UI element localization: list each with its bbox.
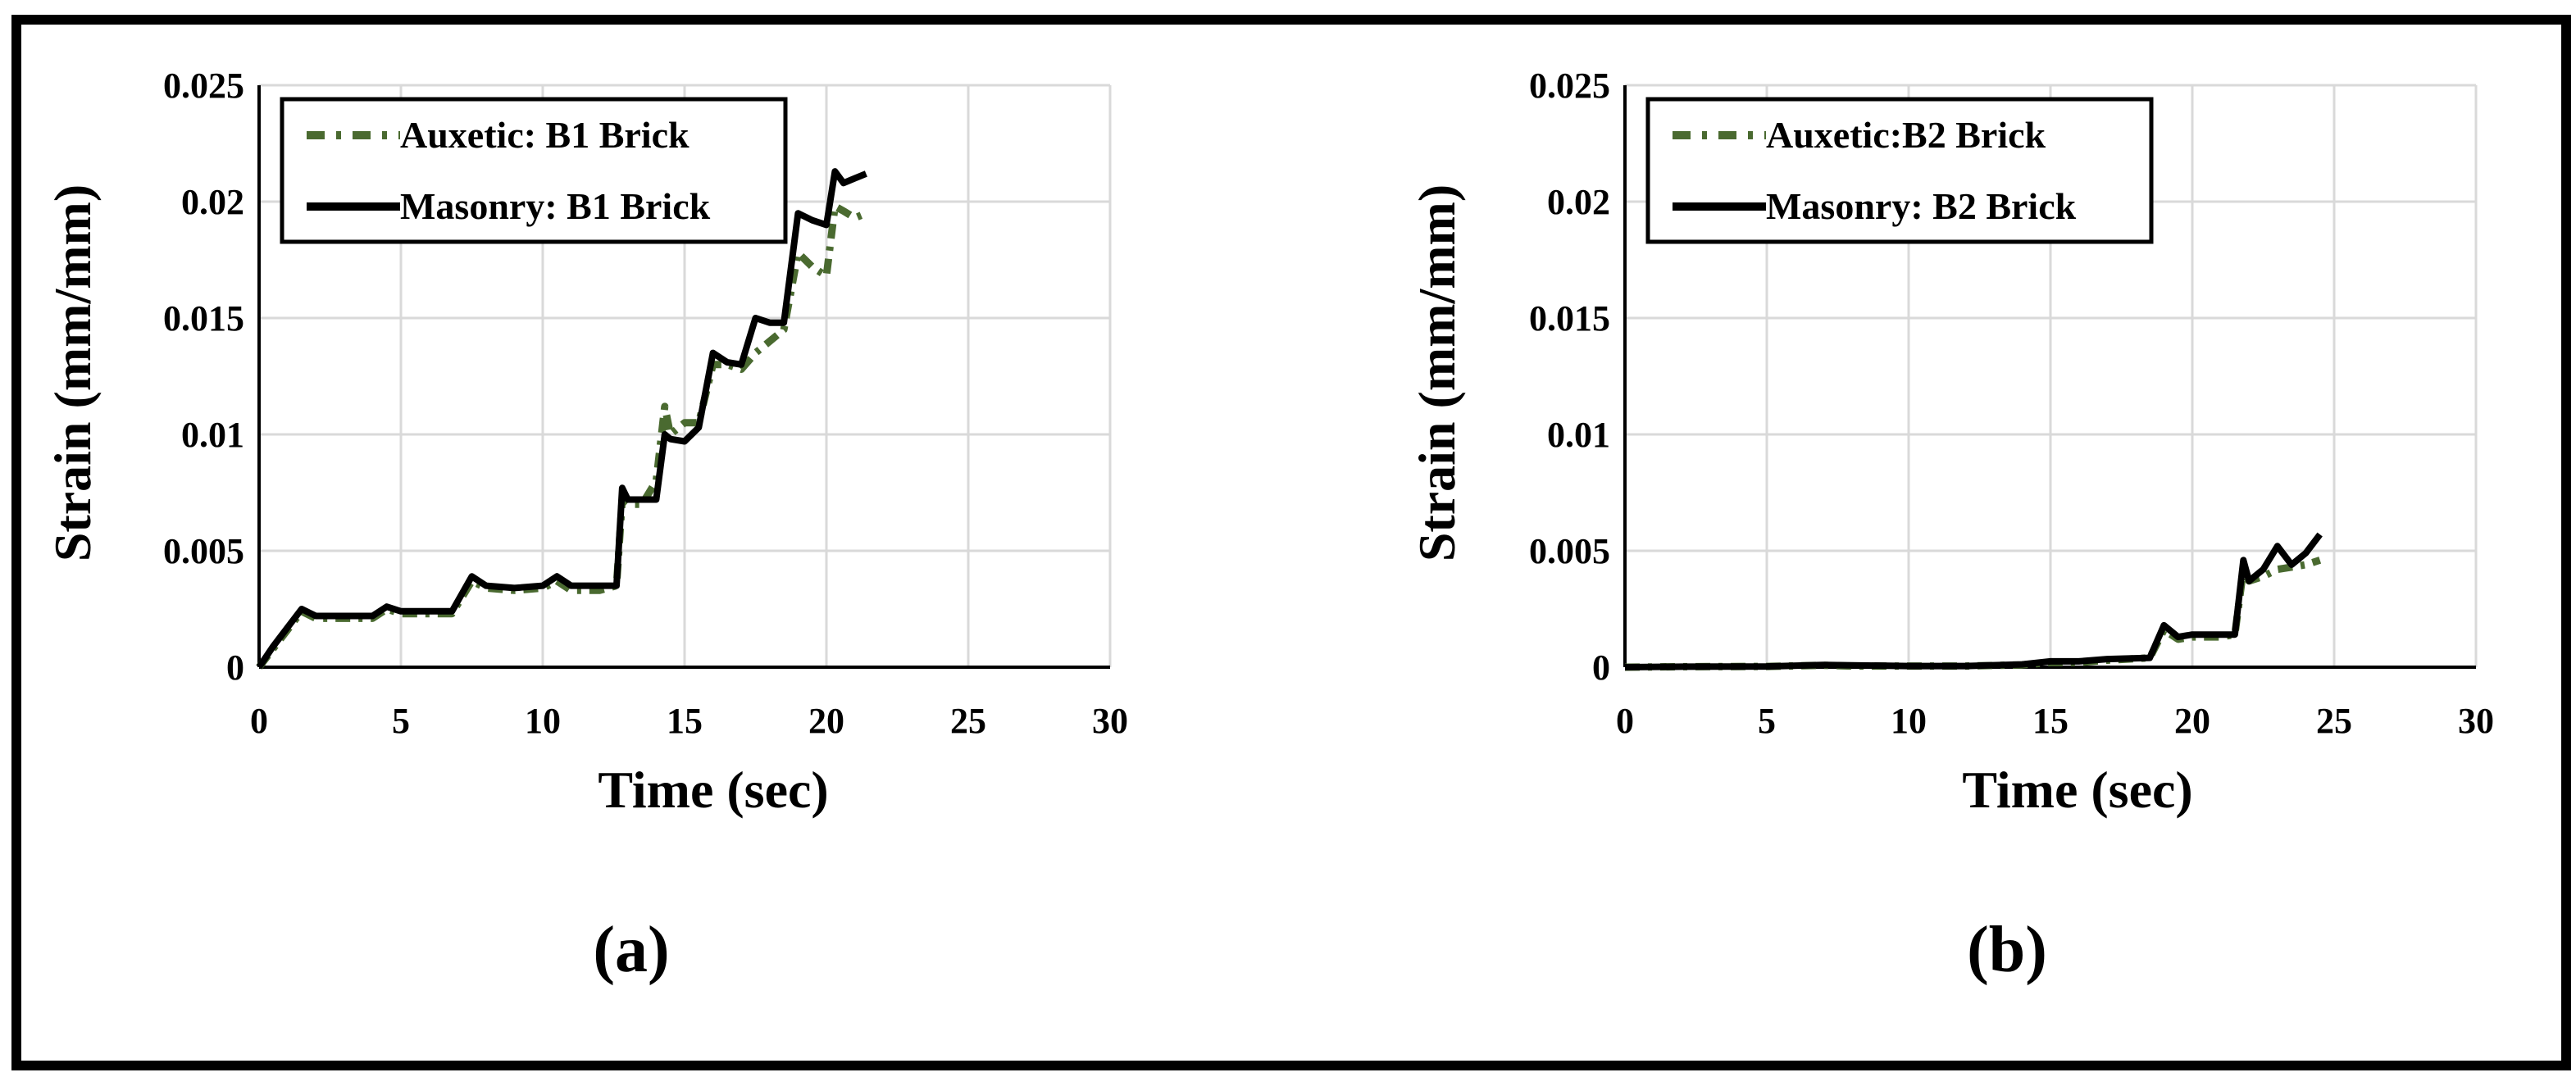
tick-labels: 0 5 10 15 20 25 30 0 0.005 0.01 0.015 0.02 0.025 (1529, 66, 2494, 741)
y-tick-label: 0.005 (1529, 531, 1610, 571)
legend-box (280, 97, 788, 244)
series-line-masonry (1624, 532, 2323, 670)
x-tick-label: 0 (1616, 701, 1634, 741)
legend: Auxetic:B2 Brick Masonry: B2 Brick (1645, 97, 2154, 244)
x-tick-label: 20 (2174, 701, 2210, 741)
series-group (1624, 532, 2323, 671)
x-tick-label: 0 (250, 701, 268, 741)
x-tick-label: 30 (2458, 701, 2494, 741)
x-tick-label: 10 (1891, 701, 1927, 741)
y-tick-label: 0.01 (1547, 415, 1610, 455)
y-tick-label: 0.025 (163, 66, 244, 106)
x-tick-label: 5 (1758, 701, 1776, 741)
y-tick-label: 0.015 (1529, 298, 1610, 339)
y-tick-label: 0.02 (181, 182, 244, 222)
panel-label-a: (a) (593, 914, 669, 986)
y-tick-label: 0.025 (1529, 66, 1610, 106)
legend-label-masonry: Masonry: B2 Brick (1766, 185, 2077, 227)
figure-frame (11, 15, 2571, 1070)
tick-labels: 0 5 10 15 20 25 30 0 0.005 0.01 0.015 0.02 0.025 (163, 66, 1128, 741)
legend-label-auxetic: Auxetic:B2 Brick (1766, 114, 2046, 156)
legend-label-auxetic: Auxetic: B1 Brick (400, 114, 690, 156)
x-tick-label: 10 (525, 701, 561, 741)
x-tick-label: 5 (392, 701, 410, 741)
y-axis-title: Strain (mm/mm) (43, 184, 102, 561)
y-axis-title: Strain (mm/mm) (1408, 184, 1466, 561)
y-tick-label: 0.005 (163, 531, 244, 571)
y-tick-label: 0 (226, 648, 244, 688)
x-axis-title: Time (sec) (598, 761, 828, 819)
legend-label-masonry: Masonry: B1 Brick (400, 185, 711, 227)
x-tick-label: 30 (1092, 701, 1128, 741)
y-tick-label: 0.015 (163, 298, 244, 339)
y-tick-label: 0.02 (1547, 182, 1610, 222)
legend-box (1645, 97, 2154, 244)
x-tick-label: 20 (808, 701, 844, 741)
x-tick-label: 25 (950, 701, 986, 741)
grid-lines (259, 84, 1112, 667)
x-tick-label: 15 (2032, 701, 2069, 741)
y-tick-label: 0.01 (181, 415, 244, 455)
chart-panel-b: 0 5 10 15 20 25 30 0 0.005 0.01 0.015 0.02 0.025 Tim… (1408, 66, 2494, 986)
axes (257, 85, 1110, 669)
chart-panel-a: 0 5 10 15 20 25 30 0 0.005 0.01 0.015 0.02 0.025 Tim… (43, 66, 1128, 986)
x-axis-title: Time (sec) (1962, 761, 2192, 819)
series-group (256, 168, 868, 670)
panel-label-b: (b) (1967, 914, 2047, 986)
y-tick-label: 0 (1592, 648, 1610, 688)
series-line-auxetic (256, 202, 868, 670)
legend: Auxetic: B1 Brick Masonry: B1 Brick (280, 97, 788, 244)
x-tick-label: 25 (2316, 701, 2352, 741)
series-line-masonry (256, 168, 867, 670)
series-line-auxetic (1624, 557, 2322, 671)
x-tick-label: 15 (667, 701, 703, 741)
